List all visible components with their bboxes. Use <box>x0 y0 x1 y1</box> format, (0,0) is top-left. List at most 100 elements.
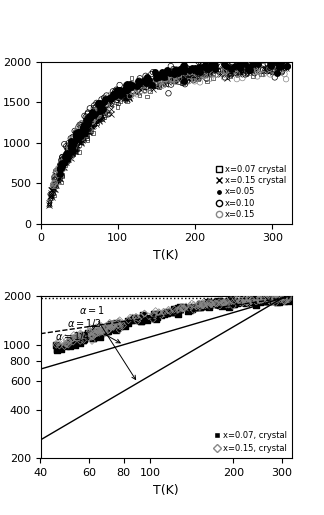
Point <box>74 331 79 339</box>
Point <box>275 297 281 305</box>
Point <box>254 68 260 77</box>
Point <box>181 65 186 74</box>
Point <box>249 295 254 303</box>
Point <box>101 108 106 116</box>
Point <box>135 317 140 325</box>
Point <box>234 64 239 73</box>
Point <box>166 75 171 83</box>
Point <box>127 91 132 99</box>
Point <box>206 303 212 311</box>
Point <box>77 133 83 142</box>
Point <box>80 332 86 340</box>
Point <box>221 73 226 81</box>
Point <box>86 330 91 338</box>
Point <box>136 82 141 91</box>
Point <box>241 296 247 304</box>
Point <box>67 336 73 344</box>
Point <box>161 79 167 88</box>
Point <box>46 201 51 209</box>
Point <box>193 67 199 76</box>
Point <box>77 128 82 136</box>
Point <box>254 56 259 64</box>
Point <box>182 77 187 85</box>
Point <box>169 76 174 84</box>
Point <box>47 199 52 207</box>
Point <box>165 308 170 316</box>
Point <box>240 58 246 66</box>
Point <box>94 117 99 125</box>
Point <box>168 74 173 82</box>
Point <box>75 139 80 147</box>
Point <box>119 319 124 328</box>
Point <box>139 315 144 323</box>
Point <box>123 88 128 96</box>
Point <box>68 134 73 143</box>
Point <box>114 94 119 102</box>
Point <box>100 108 105 116</box>
Point <box>86 116 91 124</box>
Point <box>81 124 87 132</box>
Point <box>71 142 76 150</box>
Point <box>109 92 114 100</box>
Point <box>114 96 119 105</box>
Point <box>255 72 260 80</box>
Point <box>225 66 230 74</box>
Point <box>191 74 197 82</box>
Point <box>108 110 113 118</box>
Point <box>98 107 103 115</box>
Point <box>260 66 266 74</box>
Point <box>236 295 241 303</box>
Point <box>78 331 83 339</box>
Point <box>271 296 276 304</box>
Point <box>70 138 75 146</box>
Point <box>91 120 97 128</box>
Point <box>178 65 183 73</box>
Point <box>115 86 120 94</box>
Point <box>116 321 121 329</box>
Point <box>129 83 134 91</box>
Point <box>98 114 103 122</box>
Point <box>127 80 133 88</box>
Point <box>270 68 275 76</box>
Point <box>134 82 140 90</box>
Point <box>110 322 116 331</box>
Point <box>270 68 275 77</box>
Point <box>96 113 101 121</box>
Point <box>77 128 82 136</box>
Point <box>202 70 207 78</box>
Point <box>125 317 131 325</box>
Point <box>268 296 273 304</box>
Point <box>85 114 90 122</box>
Point <box>274 65 280 74</box>
Point <box>68 153 74 162</box>
Point <box>58 165 63 174</box>
Point <box>74 333 79 341</box>
Point <box>58 166 63 174</box>
Point <box>171 305 176 313</box>
Point <box>252 297 257 305</box>
Point <box>56 342 61 351</box>
Point <box>187 305 192 313</box>
Point <box>179 79 184 87</box>
Point <box>172 75 177 83</box>
Point <box>151 311 156 319</box>
Point <box>207 302 212 310</box>
Point <box>278 293 283 301</box>
Point <box>92 330 97 338</box>
Point <box>78 134 83 142</box>
Point <box>284 295 289 303</box>
Point <box>213 299 218 307</box>
Point <box>59 168 64 176</box>
Point <box>71 150 76 159</box>
Point <box>144 73 149 81</box>
Point <box>60 164 65 172</box>
Point <box>72 127 77 135</box>
Point <box>123 84 128 93</box>
Point <box>56 165 61 174</box>
Point <box>170 68 176 77</box>
Point <box>277 298 282 306</box>
Point <box>72 133 77 142</box>
Point <box>69 151 75 159</box>
Point <box>265 62 270 71</box>
Point <box>184 68 189 76</box>
